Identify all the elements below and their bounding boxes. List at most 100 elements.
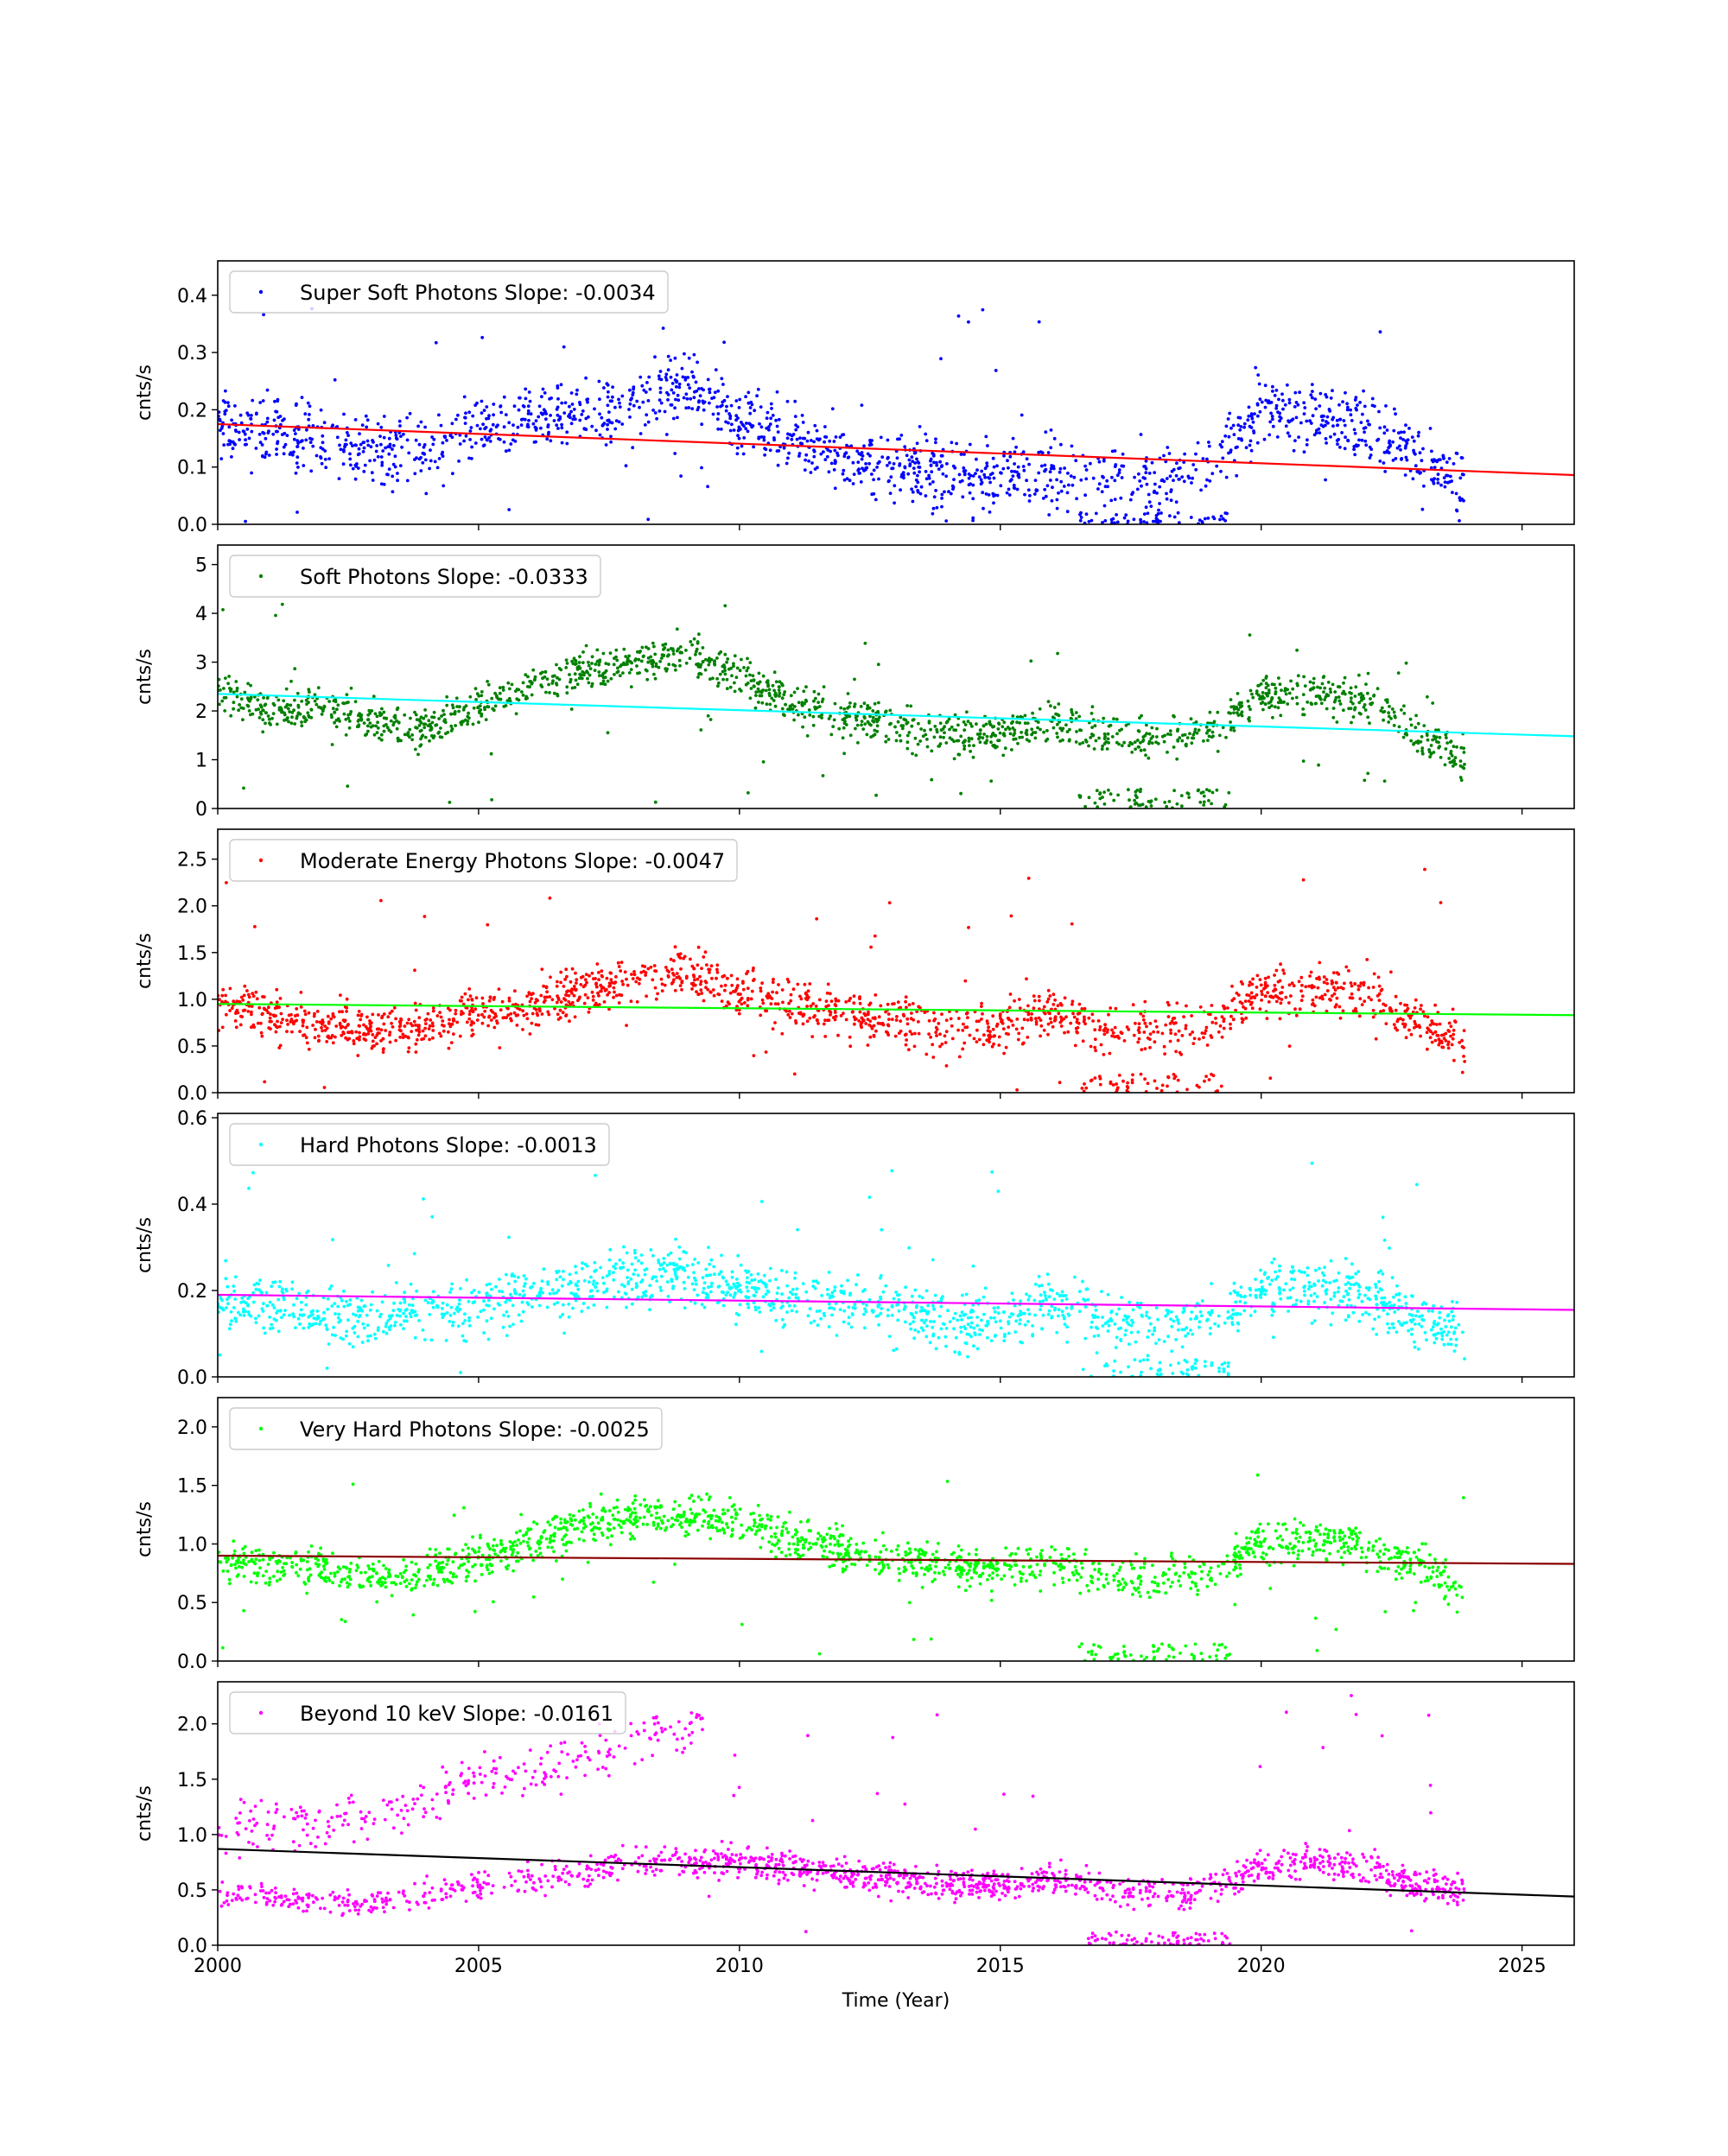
data-point: [612, 663, 616, 667]
data-point: [669, 957, 673, 961]
data-point: [747, 422, 752, 426]
data-point: [821, 697, 825, 701]
data-point: [646, 967, 651, 971]
data-point: [514, 712, 518, 716]
data-point: [242, 429, 246, 434]
data-point: [942, 735, 945, 739]
data-point: [1058, 470, 1062, 474]
data-point: [1293, 1007, 1297, 1011]
data-point: [758, 422, 761, 426]
data-point: [1338, 445, 1342, 449]
data-point: [1059, 1015, 1063, 1019]
data-point: [305, 1041, 309, 1045]
data-point: [977, 1019, 981, 1024]
data-point: [565, 691, 569, 695]
data-point: [293, 698, 296, 702]
data-point: [869, 442, 874, 447]
data-point: [1236, 415, 1241, 420]
data-point: [712, 993, 716, 998]
data-point: [445, 703, 449, 707]
data-point: [298, 712, 302, 716]
data-point: [851, 460, 855, 465]
data-point: [1094, 1049, 1097, 1053]
data-point: [1204, 1029, 1208, 1033]
data-point: [395, 719, 398, 723]
data-point: [912, 471, 917, 475]
data-point: [772, 438, 776, 442]
data-point: [1374, 1037, 1378, 1041]
data-point: [1420, 749, 1424, 753]
data-point: [628, 660, 632, 664]
data-point: [944, 1030, 949, 1034]
data-point: [674, 384, 678, 389]
data-point: [854, 726, 857, 731]
data-point: [458, 999, 462, 1003]
data-point: [726, 657, 730, 661]
data-point: [772, 670, 777, 675]
data-point: [808, 1016, 812, 1020]
data-point: [790, 437, 794, 441]
data-point: [397, 1028, 402, 1032]
data-point: [730, 983, 734, 987]
data-point: [687, 406, 691, 409]
data-point: [1433, 477, 1436, 480]
data-point: [439, 726, 442, 730]
data-point: [905, 1005, 908, 1010]
data-point: [234, 1025, 238, 1030]
data-point: [279, 1021, 283, 1024]
data-point: [1317, 763, 1320, 767]
data-point: [728, 685, 733, 689]
data-point: [1038, 707, 1042, 711]
data-point: [771, 980, 775, 985]
data-point: [792, 1072, 797, 1076]
data-point: [521, 693, 525, 697]
data-point: [923, 728, 926, 732]
data-point: [740, 657, 743, 662]
data-point: [1001, 725, 1005, 729]
data-point: [947, 490, 950, 494]
data-point: [595, 660, 600, 663]
data-point: [1153, 489, 1156, 493]
data-point: [570, 403, 575, 406]
data-point: [910, 455, 914, 460]
data-point: [1299, 989, 1303, 993]
data-point: [260, 1034, 264, 1038]
data-point: [1101, 796, 1104, 799]
data-point: [1224, 475, 1229, 479]
data-point: [1113, 479, 1117, 483]
data-point: [435, 1014, 440, 1018]
data-point: [1204, 788, 1209, 791]
data-point: [490, 696, 494, 701]
data-point: [326, 1014, 330, 1018]
data-point: [800, 414, 804, 417]
data-point: [526, 425, 530, 429]
data-point: [1297, 980, 1301, 984]
data-point: [1232, 711, 1236, 715]
data-point: [1236, 445, 1239, 449]
data-point: [938, 735, 943, 739]
data-point: [684, 649, 688, 652]
data-point: [1137, 729, 1141, 733]
data-point: [776, 430, 780, 434]
data-point: [254, 447, 258, 450]
data-point: [700, 967, 703, 970]
data-point: [1302, 412, 1306, 415]
data-point: [311, 1024, 314, 1027]
data-point: [754, 690, 759, 694]
data-point: [371, 1033, 375, 1037]
data-point: [893, 1002, 896, 1005]
data-point: [886, 464, 889, 467]
data-point: [1253, 412, 1256, 415]
data-point: [1094, 739, 1098, 743]
data-point: [429, 1018, 433, 1022]
data-point: [531, 422, 536, 426]
data-point: [597, 379, 601, 384]
data-point: [1099, 1043, 1103, 1047]
data-point: [1115, 520, 1120, 524]
data-point: [977, 737, 981, 741]
data-point: [1283, 403, 1287, 407]
data-point: [886, 1023, 890, 1027]
data-point: [794, 1019, 797, 1023]
data-point: [1058, 466, 1063, 471]
data-point: [492, 1025, 497, 1030]
